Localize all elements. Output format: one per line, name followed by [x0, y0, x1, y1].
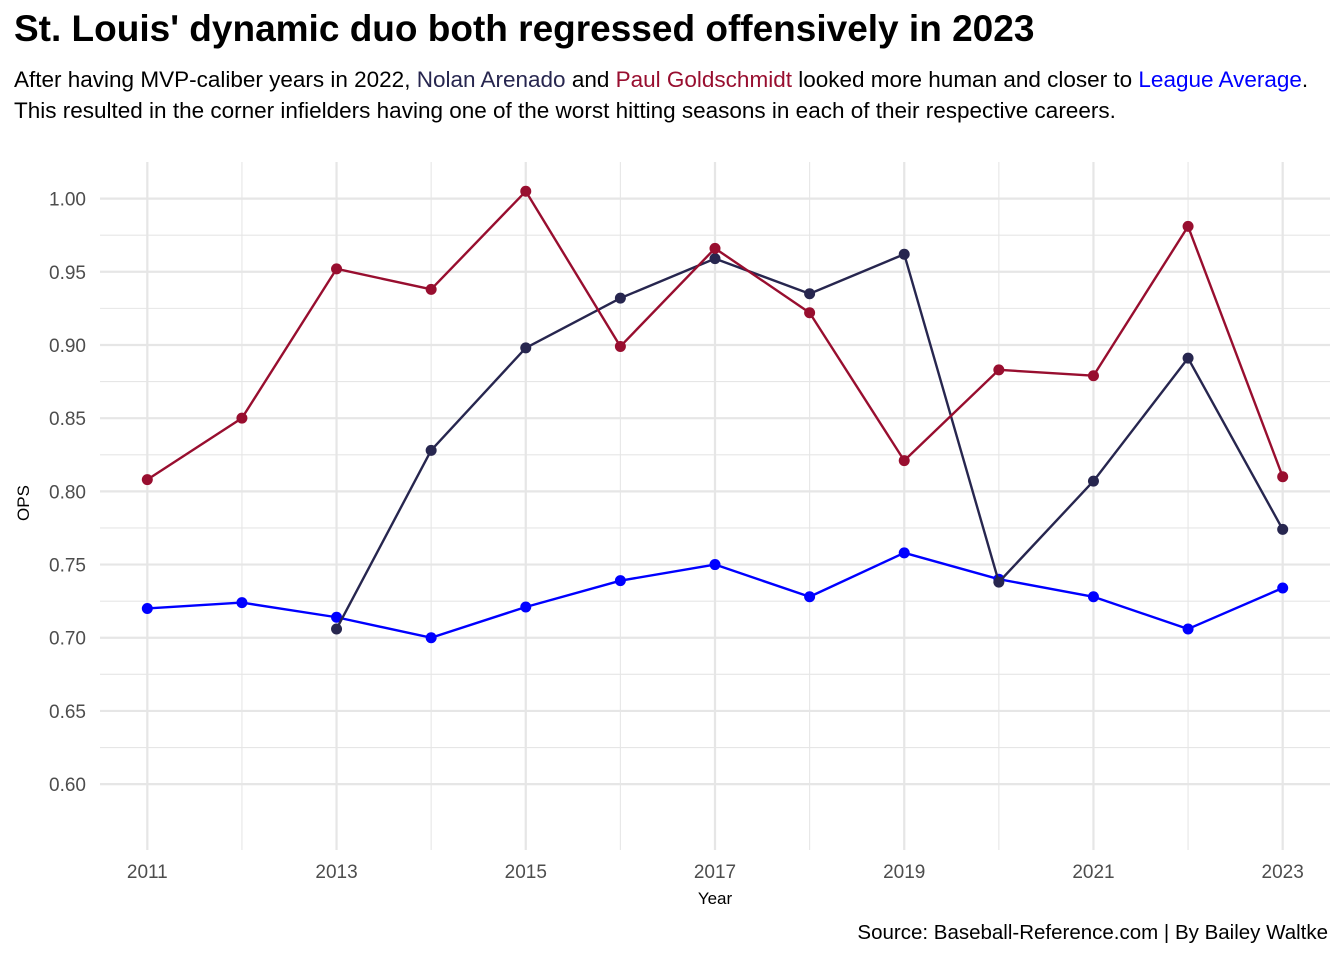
y-tick-label: 0.90 [49, 336, 86, 357]
grid-lines [100, 162, 1330, 850]
data-point-nolan-arenado [331, 623, 343, 635]
x-tick-label: 2017 [694, 862, 736, 883]
data-point-paul-goldschmidt [425, 283, 437, 295]
source-caption: Source: Baseball-Reference.com | By Bail… [857, 921, 1328, 944]
data-point-nolan-arenado [709, 253, 721, 265]
data-point-league-average [331, 611, 343, 623]
subtitle-text: and [565, 67, 616, 92]
y-axis-label: OPS [14, 485, 33, 521]
data-point-paul-goldschmidt [898, 455, 910, 467]
data-point-league-average [425, 632, 437, 644]
data-point-league-average [709, 559, 721, 571]
data-point-paul-goldschmidt [709, 242, 721, 254]
subtitle-goldschmidt: Paul Goldschmidt [615, 67, 792, 92]
y-tick-label: 1.00 [49, 190, 86, 211]
data-point-paul-goldschmidt [993, 364, 1005, 376]
data-point-paul-goldschmidt [1182, 220, 1194, 232]
data-point-paul-goldschmidt [1087, 370, 1099, 382]
data-point-league-average [141, 602, 153, 614]
x-tick-label: 2021 [1072, 862, 1114, 883]
data-point-paul-goldschmidt [141, 474, 153, 486]
data-point-nolan-arenado [425, 444, 437, 456]
y-tick-label: 0.80 [49, 482, 86, 503]
y-tick-label: 0.75 [49, 556, 86, 577]
data-point-league-average [804, 591, 816, 603]
data-point-nolan-arenado [1087, 475, 1099, 487]
y-tick-label: 0.95 [49, 263, 86, 284]
data-point-league-average [614, 575, 626, 587]
data-point-league-average [1182, 623, 1194, 635]
data-point-paul-goldschmidt [804, 307, 816, 319]
data-point-nolan-arenado [520, 342, 532, 354]
data-point-league-average [1277, 582, 1289, 594]
data-point-league-average [898, 547, 910, 559]
x-tick-label: 2013 [315, 862, 357, 883]
tick-labels: 0.60 0.65 0.70 0.75 0.80 0.85 0.90 0.95 1.00 2011… [49, 190, 1304, 883]
y-tick-label: 0.70 [49, 629, 86, 650]
subtitle-text: . This resulted in the corner infielders… [14, 67, 1309, 123]
chart-subtitle: After having MVP-caliber years in 2022, … [14, 64, 1336, 126]
data-point-nolan-arenado [993, 576, 1005, 588]
data-point-league-average [236, 597, 248, 609]
x-tick-label: 2019 [883, 862, 925, 883]
series-group [141, 185, 1289, 644]
data-point-nolan-arenado [804, 288, 816, 300]
data-point-nolan-arenado [1277, 523, 1289, 535]
data-point-paul-goldschmidt [520, 185, 532, 197]
x-tick-label: 2011 [127, 862, 168, 883]
data-point-paul-goldschmidt [1277, 471, 1289, 483]
x-tick-label: 2023 [1262, 862, 1304, 883]
data-point-paul-goldschmidt [614, 340, 626, 352]
data-point-nolan-arenado [614, 292, 626, 304]
data-point-league-average [520, 601, 532, 613]
x-axis-label: Year [698, 889, 733, 908]
y-tick-label: 0.65 [49, 702, 86, 723]
subtitle-league-average: League Average [1138, 67, 1302, 92]
data-point-league-average [1087, 591, 1099, 603]
y-tick-label: 0.60 [49, 775, 86, 796]
data-point-paul-goldschmidt [331, 263, 343, 275]
data-point-paul-goldschmidt [236, 412, 248, 424]
data-point-nolan-arenado [898, 248, 910, 260]
data-point-nolan-arenado [1182, 352, 1194, 364]
chart-title: St. Louis' dynamic duo both regressed of… [14, 8, 1035, 49]
y-tick-label: 0.85 [49, 409, 86, 430]
subtitle-text: After having MVP-caliber years in 2022, [14, 67, 417, 92]
subtitle-text: looked more human and closer to [791, 67, 1139, 92]
subtitle-arenado: Nolan Arenado [416, 67, 566, 92]
x-tick-label: 2015 [505, 862, 547, 883]
